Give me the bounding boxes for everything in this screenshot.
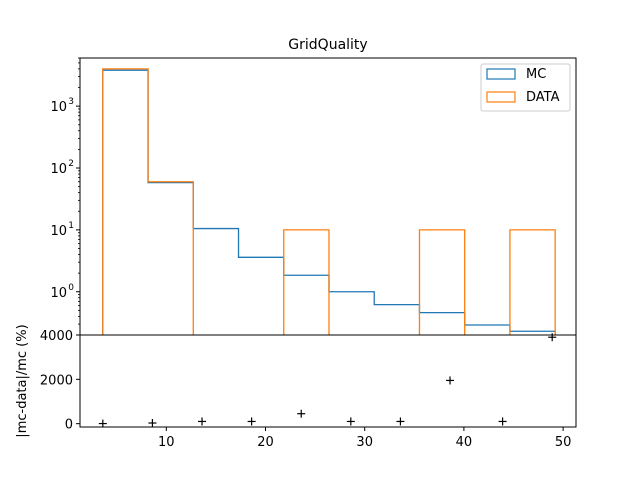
x-axis: 10 20 30 40 50 <box>158 427 571 450</box>
ratio-panel: 0 2000 4000 10 20 30 40 50 |mc-data|/mc (%) <box>15 324 577 450</box>
log-y-tick-base-2: 10 <box>50 162 67 177</box>
log-y-tick-label-3: 10 <box>50 100 67 115</box>
ratio-y-tick-label-1: 2000 <box>40 373 73 388</box>
x-tick-label-3: 40 <box>456 435 473 450</box>
ratio-point-4 <box>297 409 306 418</box>
x-tick-label-1: 20 <box>257 435 274 450</box>
histogram-steps <box>102 68 556 335</box>
legend-swatch-mc <box>486 68 516 80</box>
ratio-point-7 <box>446 376 455 385</box>
ratio-point-2 <box>198 417 207 426</box>
log-y-tick-base-0: 10 <box>50 286 67 301</box>
ratio-point-6 <box>396 417 405 426</box>
ratio-point-3 <box>247 417 256 426</box>
ratio-point-5 <box>346 417 355 426</box>
log-y-tick-exponent-3: 3 <box>68 97 74 107</box>
chart-title: GridQuality <box>288 37 367 53</box>
log-y-tick-exponent-0: 0 <box>68 283 74 293</box>
ratio-point-9 <box>548 333 557 342</box>
ratio-y-axis: 0 2000 4000 <box>40 329 80 433</box>
legend-swatch-data <box>486 91 516 103</box>
legend-label-mc: MC <box>526 67 546 82</box>
log-y-tick-base-1: 10 <box>50 224 67 239</box>
legend: MC DATA <box>480 63 571 112</box>
ratio-point-0 <box>98 419 107 428</box>
log-y-tick-label-2: 10 <box>50 162 67 177</box>
legend-box <box>480 63 571 112</box>
log-y-tick-label-1: 10 <box>50 224 67 239</box>
x-tick-label-0: 10 <box>158 435 175 450</box>
ratio-point-8 <box>498 417 507 426</box>
ratio-y-tick-label-2: 4000 <box>40 329 73 344</box>
log-y-tick-exponent-1: 1 <box>68 221 74 231</box>
ratio-point-1 <box>148 419 157 428</box>
x-tick-label-4: 50 <box>555 435 572 450</box>
histogram-step-data <box>102 68 556 335</box>
log-y-tick-exponent-2: 2 <box>68 159 74 169</box>
x-tick-label-2: 30 <box>356 435 373 450</box>
ratio-frame <box>79 334 577 428</box>
log-y-tick-label-0: 10 <box>50 286 67 301</box>
ratio-points <box>98 333 557 428</box>
ratio-y-label: |mc-data|/mc (%) <box>15 324 30 437</box>
log-y-tick-base-3: 10 <box>50 100 67 115</box>
ratio-y-tick-label-0: 0 <box>65 418 73 433</box>
legend-label-data: DATA <box>526 90 560 105</box>
